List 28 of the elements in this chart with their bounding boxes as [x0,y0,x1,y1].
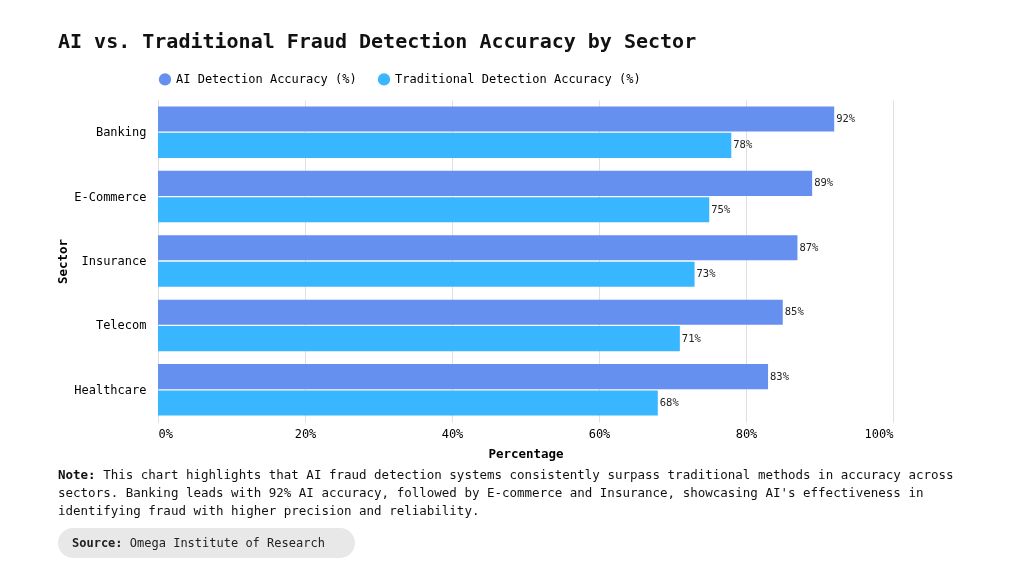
x-tick-label: 80% [735,426,759,441]
x-tick-label: 20% [294,426,318,441]
data-label: 71% [681,331,702,344]
x-tick-label: 40% [441,426,465,441]
data-label: 83% [770,369,790,382]
y-axis-title: Sector [55,238,71,285]
data-label: 85% [784,305,805,318]
source-note: Source: Omega Institute of Research [58,528,355,558]
x-tick-label: 0% [158,426,174,441]
y-tick-label: Telecom [95,318,147,333]
data-label: 75% [711,202,731,215]
data-label: 87% [799,240,820,253]
x-axis-title: Percentage [488,445,565,461]
data-label: 73% [696,267,717,280]
x-tick-label: 60% [588,426,612,441]
legend-label: Traditional Detection Accuracy (%) [395,72,641,87]
data-label: 89% [814,176,834,189]
y-tick-label: Healthcare [74,382,147,397]
y-tick-label: Banking [95,125,147,140]
y-tick-label: Insurance [81,254,147,268]
y-tick-label: E-Commerce [74,189,147,204]
data-label: 92% [836,111,856,124]
data-label: 78% [733,138,753,151]
x-tick-label: 100% [864,426,895,441]
text: Note: This chart highlights that AI fraud detection systems consistently surpass traditional methods in accuracy across sectors. Banking leads with 92% AI accuracy, followed by E-commerce and Insurance, showcasing AI's effectiveness in identifying fraud with higher precision and reliability. [58,466,955,520]
legend-label: AI Detection Accuracy (%) [176,72,357,87]
data-label: 68% [659,396,680,409]
chart-title: AI vs. Traditional Fraud Detection Accuracy by Sector [58,29,697,53]
